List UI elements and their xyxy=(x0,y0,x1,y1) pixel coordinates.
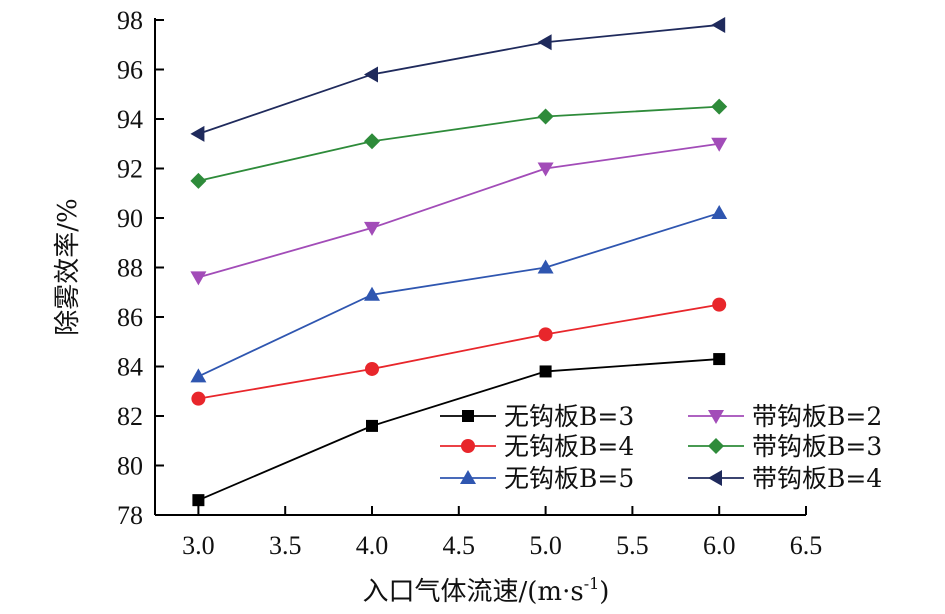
data-point xyxy=(537,259,554,274)
series-line xyxy=(198,24,720,135)
data-point xyxy=(537,34,552,51)
legend-item: 无钩板B=3 xyxy=(440,402,634,431)
data-point xyxy=(364,221,380,236)
y-tick-label: 92 xyxy=(117,155,143,184)
series-3 xyxy=(190,205,728,383)
y-tick-label: 96 xyxy=(117,56,143,85)
data-point xyxy=(711,137,728,152)
data-point xyxy=(364,133,380,150)
data-point xyxy=(711,205,728,220)
data-point xyxy=(711,98,728,115)
y-tick-label: 78 xyxy=(117,501,143,530)
data-point xyxy=(366,419,378,432)
legend-item: 无钩板B=4 xyxy=(440,432,634,461)
legend-label: 无钩板B=4 xyxy=(504,432,634,461)
legend-marker xyxy=(708,410,724,424)
x-tick-label: 6.0 xyxy=(703,531,736,560)
legend-marker xyxy=(460,470,476,484)
y-tick-label: 94 xyxy=(117,105,143,134)
legend-label: 带钩板B=4 xyxy=(752,464,882,493)
data-point xyxy=(537,108,554,125)
data-point xyxy=(712,297,727,312)
legend-item: 带钩板B=4 xyxy=(688,464,882,493)
x-axis-title: 入口气体流速/(m·s-1) xyxy=(363,574,610,607)
legend-label: 带钩板B=3 xyxy=(752,432,882,461)
series-5 xyxy=(190,98,728,189)
legend-marker xyxy=(462,410,474,422)
data-point xyxy=(537,162,554,177)
x-tick-label: 5.5 xyxy=(616,531,649,560)
y-tick-label: 84 xyxy=(117,353,143,382)
y-tick-label: 88 xyxy=(117,254,143,283)
legend-item: 带钩板B=2 xyxy=(688,402,882,431)
x-tick-label: 4.0 xyxy=(356,531,389,560)
data-point xyxy=(365,361,379,376)
series-line xyxy=(198,142,720,279)
x-axis-title-tail: ) xyxy=(599,577,609,607)
legend-item: 带钩板B=3 xyxy=(688,432,882,461)
series-line xyxy=(198,303,720,400)
y-axis-title: 除雾效率/% xyxy=(53,198,83,335)
data-point xyxy=(190,172,207,189)
series-line xyxy=(198,105,720,182)
data-point xyxy=(713,353,726,366)
series-4 xyxy=(190,137,728,286)
x-tick-label: 3.0 xyxy=(182,531,215,560)
y-tick-label: 90 xyxy=(117,204,143,233)
x-tick-label: 4.5 xyxy=(443,531,476,560)
legend-marker xyxy=(708,470,722,486)
series-2 xyxy=(191,297,727,406)
legend-marker xyxy=(708,438,724,454)
data-point xyxy=(192,494,205,507)
data-point xyxy=(538,327,553,342)
data-point xyxy=(190,125,205,142)
legend-marker xyxy=(461,439,475,453)
legend-label: 无钩板B=5 xyxy=(504,464,634,493)
x-tick-label: 3.5 xyxy=(269,531,302,560)
data-point xyxy=(191,391,206,406)
y-tick-label: 86 xyxy=(117,303,143,332)
data-point xyxy=(190,368,207,383)
legend-label: 无钩板B=3 xyxy=(504,402,634,431)
y-tick-label: 80 xyxy=(117,452,143,481)
legend-label: 带钩板B=2 xyxy=(752,402,882,431)
x-tick-label: 5.0 xyxy=(529,531,562,560)
x-tick-label: 6.5 xyxy=(790,531,823,560)
x-axis-title-superscript: -1 xyxy=(584,574,600,593)
axes: 78 80 82 84 86 88 90 92 94 96 98 3.0 3.5 4.0 4.5 5.0 5.5… xyxy=(117,6,822,560)
data-point xyxy=(539,365,552,378)
y-tick-label: 98 xyxy=(117,6,143,35)
data-point xyxy=(364,66,378,83)
data-point xyxy=(711,16,726,33)
legend-item: 无钩板B=5 xyxy=(440,464,634,493)
series-line xyxy=(198,358,720,501)
series-layer xyxy=(190,16,728,507)
series-6 xyxy=(190,16,726,142)
x-axis-title-main: 入口气体流速/(m·s xyxy=(363,577,584,607)
series-line xyxy=(198,212,720,378)
data-point xyxy=(364,286,380,301)
data-point xyxy=(190,271,207,286)
series-1 xyxy=(192,353,726,507)
y-tick-label: 82 xyxy=(117,402,143,431)
